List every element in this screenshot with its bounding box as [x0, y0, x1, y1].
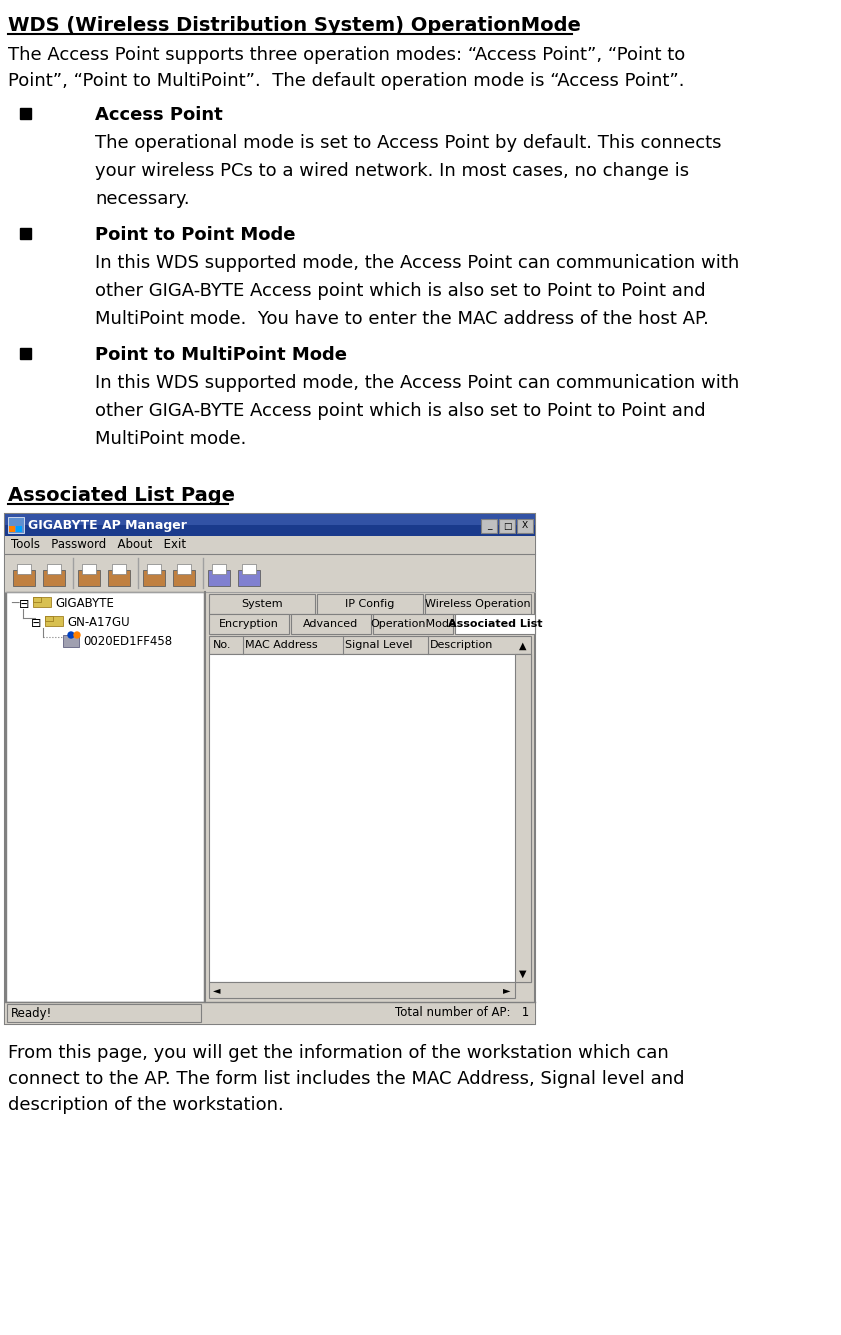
- Bar: [6, 591, 204, 1003]
- Text: necessary.: necessary.: [95, 190, 189, 208]
- Text: ▲: ▲: [519, 641, 526, 651]
- Text: The Access Point supports three operation modes: “Access Point”, “Point to: The Access Point supports three operatio…: [8, 45, 685, 64]
- Bar: [515, 654, 531, 983]
- Bar: [17, 563, 31, 574]
- Text: ▼: ▼: [519, 969, 526, 979]
- Text: Point”, “Point to MultiPoint”.  The default operation mode is “Access Point”.: Point”, “Point to MultiPoint”. The defau…: [8, 72, 685, 89]
- Text: No.: No.: [213, 639, 231, 650]
- Text: ⊟: ⊟: [31, 617, 41, 630]
- Text: □: □: [503, 522, 511, 530]
- Text: _: _: [487, 522, 491, 530]
- Text: other GIGA-BYTE Access point which is also set to Point to Point and: other GIGA-BYTE Access point which is al…: [95, 282, 706, 300]
- Bar: [5, 554, 535, 591]
- Text: Signal Level: Signal Level: [345, 639, 412, 650]
- Bar: [425, 594, 531, 614]
- Bar: [209, 614, 289, 634]
- Text: ⊟: ⊟: [19, 598, 29, 611]
- Bar: [317, 594, 423, 614]
- Text: GIGABYTE AP Manager: GIGABYTE AP Manager: [28, 518, 187, 531]
- Text: Advanced: Advanced: [304, 619, 358, 629]
- Bar: [209, 635, 531, 654]
- Bar: [481, 519, 497, 533]
- Bar: [63, 635, 79, 647]
- Text: Associated List Page: Associated List Page: [8, 486, 235, 505]
- Bar: [9, 526, 15, 533]
- Bar: [238, 570, 260, 586]
- Bar: [112, 563, 126, 574]
- Bar: [5, 514, 535, 1024]
- Text: OperationMode: OperationMode: [370, 619, 456, 629]
- Bar: [206, 591, 533, 1003]
- Bar: [173, 570, 195, 586]
- Bar: [5, 514, 535, 535]
- Text: description of the workstation.: description of the workstation.: [8, 1096, 283, 1113]
- Text: ─: ─: [11, 597, 19, 610]
- Bar: [499, 519, 515, 533]
- Bar: [33, 597, 51, 607]
- Bar: [208, 570, 230, 586]
- Bar: [209, 594, 315, 614]
- Bar: [13, 570, 35, 586]
- Bar: [5, 514, 535, 525]
- Text: Point to MultiPoint Mode: Point to MultiPoint Mode: [95, 346, 347, 364]
- Text: Description: Description: [430, 639, 494, 650]
- Bar: [45, 615, 63, 626]
- Bar: [33, 597, 41, 602]
- Bar: [7, 1004, 201, 1023]
- Text: your wireless PCs to a wired network. In most cases, no change is: your wireless PCs to a wired network. In…: [95, 162, 689, 180]
- Circle shape: [74, 631, 80, 638]
- Text: Total number of AP:   1: Total number of AP: 1: [394, 1007, 529, 1020]
- Text: Point to Point Mode: Point to Point Mode: [95, 226, 295, 244]
- Text: other GIGA-BYTE Access point which is also set to Point to Point and: other GIGA-BYTE Access point which is al…: [95, 402, 706, 421]
- Bar: [16, 526, 22, 533]
- Text: Wireless Operation: Wireless Operation: [426, 599, 531, 609]
- Text: Access Point: Access Point: [95, 105, 223, 124]
- Text: MultiPoint mode.  You have to enter the MAC address of the host AP.: MultiPoint mode. You have to enter the M…: [95, 310, 709, 328]
- Bar: [108, 570, 130, 586]
- Text: WDS (Wireless Distribution System) OperationMode: WDS (Wireless Distribution System) Opera…: [8, 16, 581, 35]
- Text: Associated List: Associated List: [447, 619, 542, 629]
- Bar: [455, 614, 535, 634]
- Text: IP Config: IP Config: [346, 599, 394, 609]
- Text: MAC Address: MAC Address: [245, 639, 318, 650]
- Text: From this page, you will get the information of the workstation which can: From this page, you will get the informa…: [8, 1044, 669, 1063]
- Bar: [373, 614, 453, 634]
- Text: GN-A17GU: GN-A17GU: [67, 615, 130, 629]
- Bar: [242, 563, 256, 574]
- Bar: [5, 535, 535, 554]
- Text: connect to the AP. The form list includes the MAC Address, Signal level and: connect to the AP. The form list include…: [8, 1069, 685, 1088]
- Bar: [212, 563, 226, 574]
- Circle shape: [68, 631, 74, 638]
- Bar: [8, 517, 24, 533]
- Text: Tools   Password   About   Exit: Tools Password About Exit: [11, 538, 186, 551]
- Bar: [47, 563, 61, 574]
- Bar: [78, 570, 100, 586]
- Text: The operational mode is set to Access Point by default. This connects: The operational mode is set to Access Po…: [95, 134, 722, 152]
- Text: Ready!: Ready!: [11, 1007, 52, 1020]
- Bar: [20, 108, 31, 119]
- Bar: [45, 615, 53, 621]
- Bar: [209, 983, 515, 999]
- Bar: [291, 614, 371, 634]
- Bar: [20, 228, 31, 239]
- Bar: [517, 519, 533, 533]
- Bar: [143, 570, 165, 586]
- Text: Encryption: Encryption: [219, 619, 279, 629]
- Bar: [5, 1003, 535, 1024]
- Text: 0020ED1FF458: 0020ED1FF458: [83, 635, 172, 647]
- Text: ►: ►: [503, 985, 510, 995]
- Bar: [177, 563, 191, 574]
- Text: ◄: ◄: [214, 985, 220, 995]
- Text: In this WDS supported mode, the Access Point can communication with: In this WDS supported mode, the Access P…: [95, 254, 739, 272]
- Bar: [147, 563, 161, 574]
- Text: X: X: [522, 522, 528, 530]
- Text: System: System: [241, 599, 283, 609]
- Text: MultiPoint mode.: MultiPoint mode.: [95, 430, 246, 449]
- Bar: [20, 348, 31, 359]
- Bar: [209, 654, 531, 983]
- Text: GIGABYTE: GIGABYTE: [55, 597, 114, 610]
- Bar: [82, 563, 96, 574]
- Bar: [43, 570, 65, 586]
- Text: In this WDS supported mode, the Access Point can communication with: In this WDS supported mode, the Access P…: [95, 374, 739, 392]
